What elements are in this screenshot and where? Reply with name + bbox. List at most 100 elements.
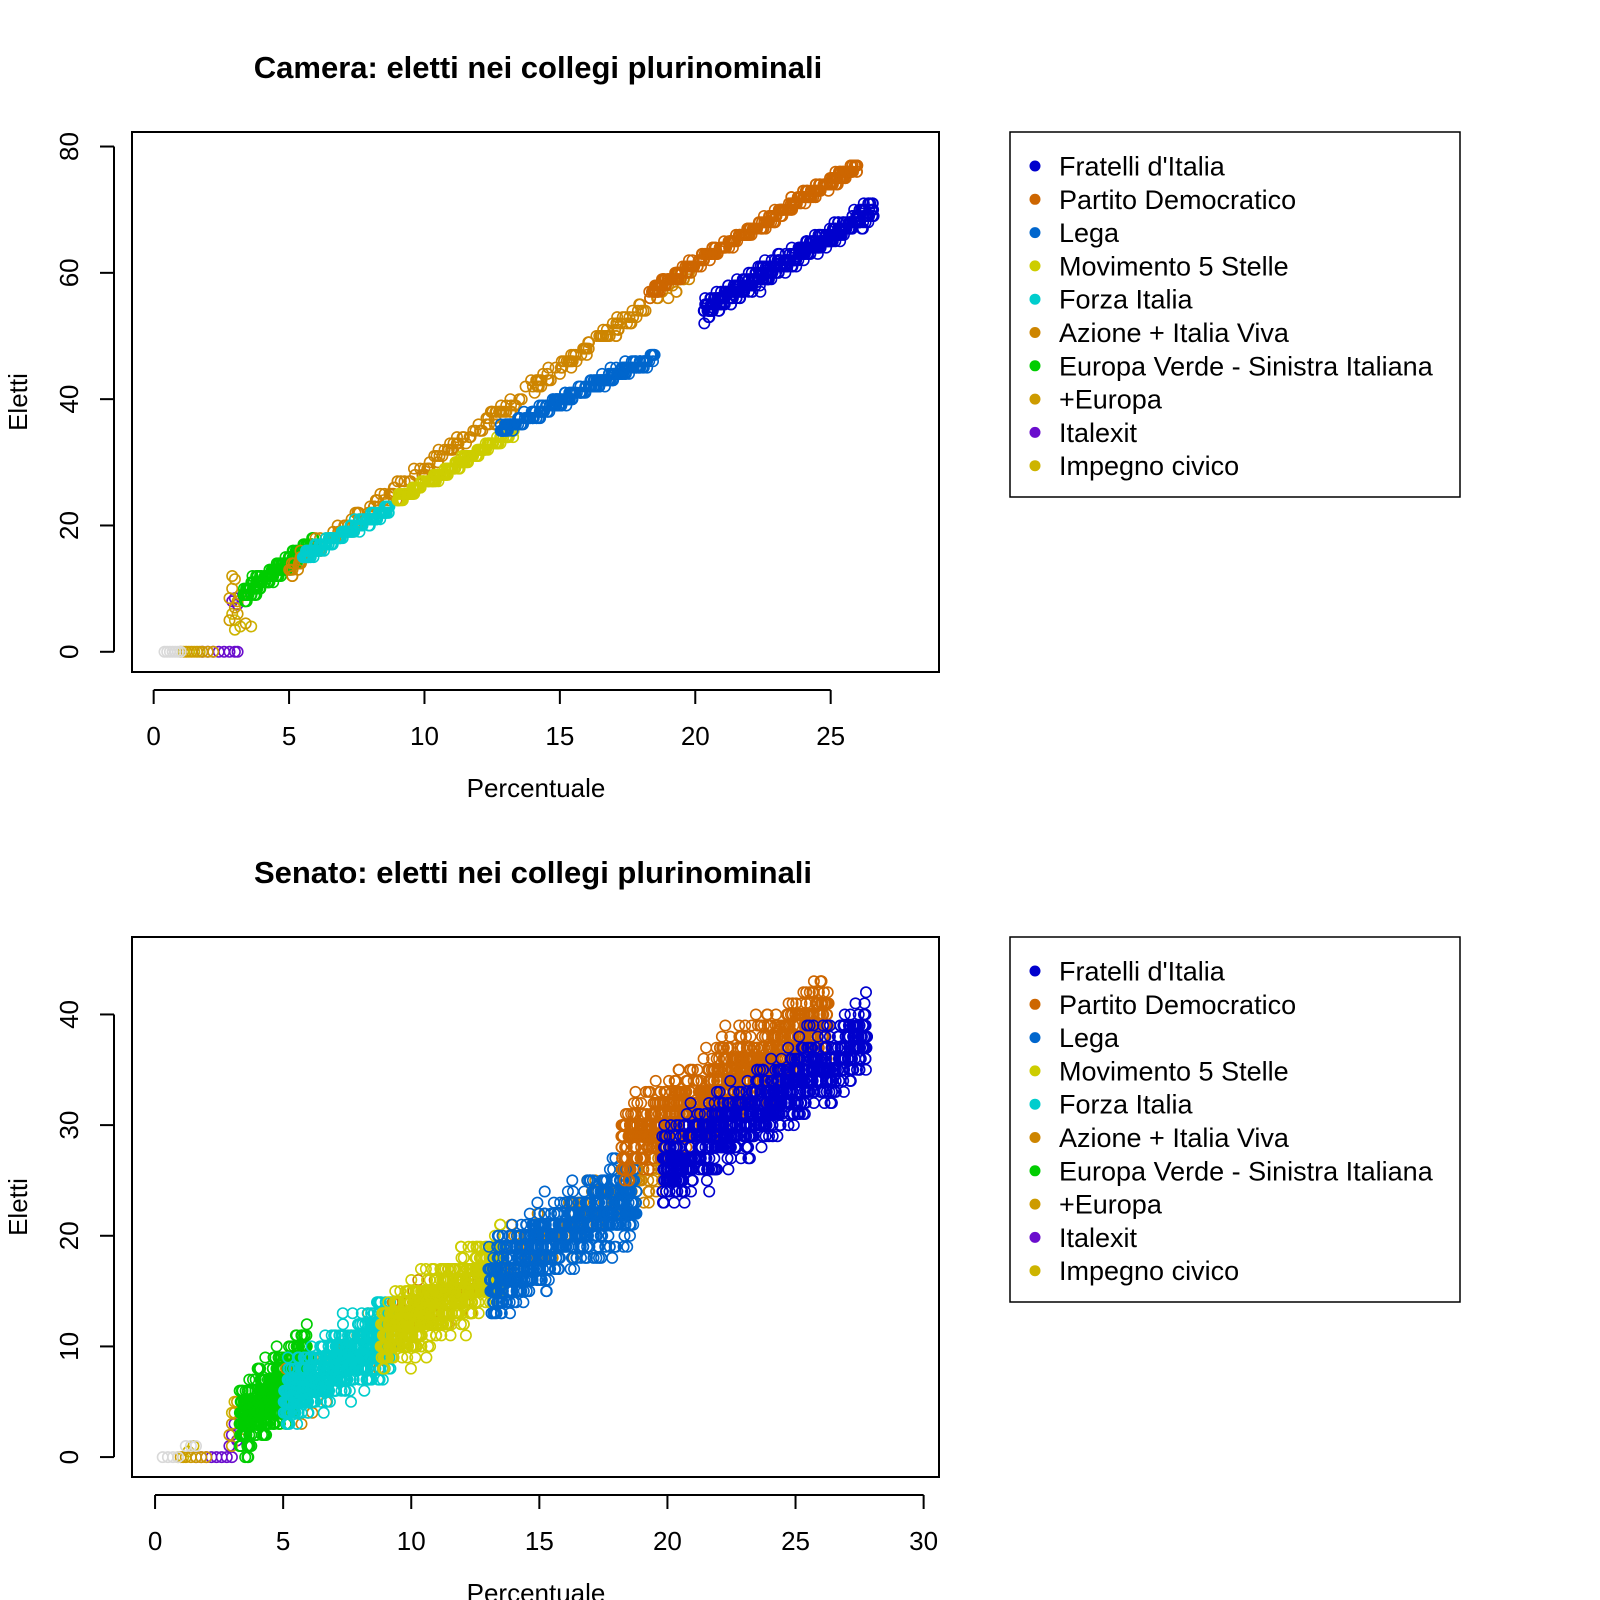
camera-point-partito-democratico bbox=[834, 165, 847, 178]
camera-point-italexit bbox=[231, 645, 244, 658]
camera-point-partito-democratico bbox=[755, 216, 768, 229]
camera-point-forza-italia bbox=[382, 500, 395, 513]
senato-point-forza-italia bbox=[358, 1384, 371, 1397]
camera-point-partito-democratico bbox=[652, 279, 665, 292]
camera-point-fratelli-d-italia bbox=[703, 311, 716, 324]
camera-point-europa bbox=[223, 614, 236, 627]
camera-point-azione-italia-viva bbox=[391, 475, 404, 488]
camera-point-forza-italia bbox=[335, 525, 348, 538]
senato-point-movimento-5-stelle bbox=[405, 1274, 418, 1287]
camera-point-lega bbox=[596, 374, 609, 387]
camera-point-azione-italia-viva bbox=[633, 298, 646, 311]
camera-point-partito-democratico bbox=[794, 197, 807, 210]
camera-point-azione-italia-viva bbox=[620, 317, 633, 330]
camera-point-movimento-5-stelle bbox=[438, 462, 451, 475]
camera-point-europa-verde-sinistra-italiana bbox=[263, 563, 276, 576]
camera-x-tick-label: 25 bbox=[816, 721, 845, 751]
senato-point-europa bbox=[200, 1451, 213, 1464]
camera-point-azione-italia-viva bbox=[541, 367, 554, 380]
camera-point-partito-democratico bbox=[737, 228, 750, 241]
camera-point-lega bbox=[604, 361, 617, 374]
camera-point-lega bbox=[622, 361, 635, 374]
camera-point-fratelli-d-italia bbox=[704, 292, 717, 305]
camera-legend-label: Italexit bbox=[1059, 418, 1138, 448]
camera-point-movimento-5-stelle bbox=[476, 443, 489, 456]
camera-legend-marker bbox=[1029, 227, 1041, 239]
senato-point-europa-verde-sinistra-italiana bbox=[255, 1384, 268, 1397]
camera-point-azione-italia-viva bbox=[444, 437, 457, 450]
camera-point-azione-italia-viva bbox=[388, 481, 401, 494]
camera-point-europa-verde-sinistra-italiana bbox=[255, 576, 268, 589]
camera-point-partito-democratico bbox=[850, 165, 863, 178]
camera-point-lega bbox=[526, 405, 539, 418]
camera-point-azione-italia-viva bbox=[485, 405, 498, 418]
camera-point-fratelli-d-italia bbox=[801, 241, 814, 254]
camera-point-movimento-5-stelle bbox=[414, 481, 427, 494]
camera-point-azione-italia-viva bbox=[472, 418, 485, 431]
camera-point-movimento-5-stelle bbox=[426, 475, 439, 488]
camera-point-europa-verde-sinistra-italiana bbox=[263, 569, 276, 582]
camera-point-azione-italia-viva bbox=[490, 405, 503, 418]
camera-point-fratelli-d-italia bbox=[867, 210, 880, 223]
camera-point-azione-italia-viva bbox=[515, 393, 528, 406]
camera-point-partito-democratico bbox=[773, 203, 786, 216]
camera-point-forza-italia bbox=[366, 513, 379, 526]
senato-point-forza-italia bbox=[336, 1318, 349, 1331]
camera-point-fratelli-d-italia bbox=[827, 222, 840, 235]
camera-point-europa-verde-sinistra-italiana bbox=[239, 595, 252, 608]
camera-point-azione-italia-viva bbox=[670, 285, 683, 298]
senato-point-lega bbox=[538, 1185, 551, 1198]
camera-point-partito-democratico bbox=[681, 260, 694, 273]
camera-point-europa bbox=[201, 645, 214, 658]
camera-point-europa bbox=[239, 617, 252, 630]
camera-point-fratelli-d-italia bbox=[730, 285, 743, 298]
camera-points bbox=[158, 159, 880, 658]
camera-point-fratelli-d-italia bbox=[862, 197, 875, 210]
camera-y-tick-label: 80 bbox=[54, 132, 84, 161]
camera-point-fratelli-d-italia bbox=[819, 228, 832, 241]
camera-point-azione-italia-viva bbox=[504, 393, 517, 406]
senato-point-lega bbox=[606, 1251, 619, 1264]
senato-point-europa-verde-sinistra-italiana bbox=[233, 1440, 246, 1453]
senato-point-europa-verde-sinistra-italiana bbox=[259, 1384, 272, 1397]
camera-point-azione-italia-viva bbox=[450, 431, 463, 444]
camera-point-azione-italia-viva bbox=[603, 329, 616, 342]
senato-point-europa-verde-sinistra-italiana bbox=[270, 1340, 283, 1353]
camera-point-fratelli-d-italia bbox=[760, 266, 773, 279]
senato-point-europa-verde-sinistra-italiana bbox=[235, 1417, 248, 1430]
camera-point-partito-democratico bbox=[672, 266, 685, 279]
senato-point-europa-verde-sinistra-italiana bbox=[267, 1417, 280, 1430]
camera-point-partito-democratico bbox=[779, 203, 792, 216]
camera-x-tick-label: 0 bbox=[146, 721, 160, 751]
camera-point-europa bbox=[228, 601, 241, 614]
senato-point-italexit bbox=[220, 1451, 233, 1464]
camera-point-partito-democratico bbox=[669, 273, 682, 286]
camera-point-fratelli-d-italia bbox=[700, 298, 713, 311]
senato-point-europa-verde-sinistra-italiana bbox=[264, 1417, 277, 1430]
camera-point-movimento-5-stelle bbox=[481, 443, 494, 456]
camera-point-forza-italia bbox=[357, 513, 370, 526]
camera-point-azione-italia-viva bbox=[556, 361, 569, 374]
camera-legend-marker bbox=[1029, 160, 1041, 172]
camera-point-lega bbox=[569, 386, 582, 399]
camera-point-partito-democratico bbox=[768, 216, 781, 229]
camera-point-partito-democratico bbox=[718, 235, 731, 248]
camera-point-movimento-5-stelle bbox=[408, 481, 421, 494]
camera-y-axis-label: Eletti bbox=[3, 373, 33, 431]
camera-legend-label: Azione + Italia Viva bbox=[1059, 318, 1290, 348]
camera-point-azione-italia-viva bbox=[542, 374, 555, 387]
camera-y-tick-label: 20 bbox=[54, 511, 84, 540]
senato-point-europa-verde-sinistra-italiana bbox=[249, 1373, 262, 1386]
camera-point-forza-italia bbox=[302, 551, 315, 564]
camera-point-movimento-5-stelle bbox=[417, 475, 430, 488]
senato-point-europa-verde-sinistra-italiana bbox=[300, 1318, 313, 1331]
camera-point-movimento-5-stelle bbox=[406, 487, 419, 500]
senato-point-movimento-5-stelle bbox=[459, 1329, 472, 1342]
camera-legend-label: Forza Italia bbox=[1059, 285, 1194, 315]
camera-point-europa-verde-sinistra-italiana bbox=[248, 582, 261, 595]
camera-point-partito-democratico bbox=[688, 260, 701, 273]
camera-point-forza-italia bbox=[353, 525, 366, 538]
camera-legend-label: Movimento 5 Stelle bbox=[1059, 251, 1289, 281]
senato-point-europa-verde-sinistra-italiana bbox=[243, 1373, 256, 1386]
camera-point-fratelli-d-italia bbox=[808, 241, 821, 254]
